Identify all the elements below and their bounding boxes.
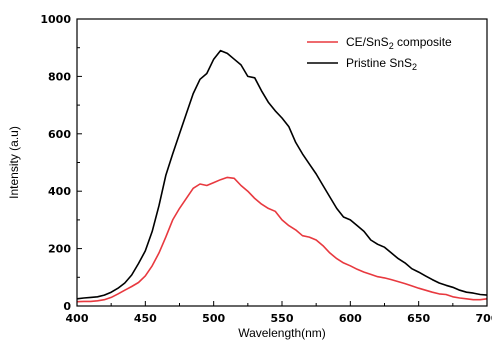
y-tick-label: 200 bbox=[48, 243, 71, 256]
series-lines bbox=[76, 49, 488, 303]
x-tick-label: 550 bbox=[271, 312, 294, 325]
y-tick-label: 800 bbox=[48, 70, 71, 83]
y-tick-label: 1000 bbox=[40, 13, 71, 26]
x-tick-label: 650 bbox=[407, 312, 430, 325]
x-tick-label: 700 bbox=[476, 312, 492, 325]
y-tick-label: 0 bbox=[63, 300, 71, 313]
legend-entry-label: Pristine SnS2 bbox=[346, 56, 417, 72]
legend: CE/SnS2 composite Pristine SnS2 bbox=[307, 35, 452, 72]
x-tick-label: 400 bbox=[66, 312, 89, 325]
y-tick-label: 600 bbox=[48, 128, 71, 141]
x-axis-title: Wavelength(nm) bbox=[238, 326, 326, 340]
x-tick-label: 600 bbox=[339, 312, 362, 325]
tick-labels: 400 450 500 550 600 650 700 0 200 400 600 800 1000 bbox=[40, 13, 492, 325]
legend-entry-label: CE/SnS2 composite bbox=[346, 35, 452, 51]
series-line-ce-sns2-composite bbox=[76, 176, 488, 303]
plot-frame bbox=[76, 18, 488, 307]
x-tick-label: 450 bbox=[134, 312, 157, 325]
series-line-pristine-sns2 bbox=[76, 49, 488, 300]
y-tick-label: 400 bbox=[48, 185, 71, 198]
y-axis-title: Intensity (a.u) bbox=[7, 126, 21, 199]
x-tick-label: 500 bbox=[202, 312, 225, 325]
